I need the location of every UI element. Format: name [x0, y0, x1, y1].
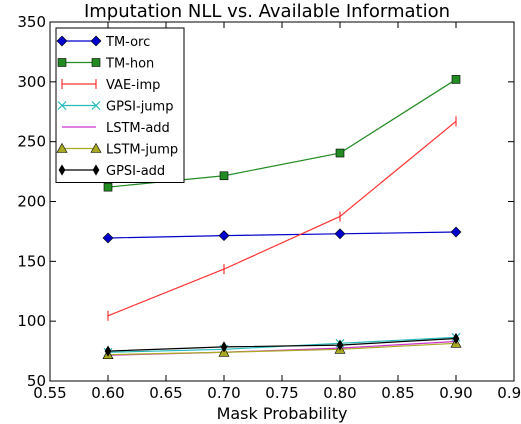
legend-marker [90, 35, 102, 47]
series-line-vae-imp [107, 120, 457, 317]
legend-marker [57, 58, 67, 67]
data-point-gpsi-add [220, 341, 228, 353]
x-tick-label: 0.80 [323, 384, 356, 402]
data-point-tm-hon [335, 148, 345, 158]
data-point-tm-orc [102, 232, 114, 244]
legend-label: VAE-imp [106, 78, 160, 93]
data-point-gpsi-add [336, 339, 344, 351]
data-point-tm-orc [334, 228, 346, 240]
legend-item-tm-orc: TM-orc [56, 35, 150, 50]
y-tick-label: 50 [27, 372, 46, 390]
axis-ticks: 0.55 0.60 0.65 0.70 0.75 0.80 0.85 0.90 0.95 50 10… [17, 13, 521, 402]
legend-label: TM-orc [105, 35, 150, 50]
x-tick-label: 0.85 [381, 384, 414, 402]
y-tick-label: 250 [17, 133, 46, 151]
x-tick-label: 0.70 [207, 384, 240, 402]
legend-item-gpsi-add: GPSI-add [58, 164, 165, 179]
legend-marker [58, 164, 66, 176]
series-line-lstm-jump [107, 342, 457, 356]
legend-item-lstm-add: LSTM-add [62, 121, 170, 136]
y-tick-label: 350 [17, 13, 46, 31]
x-tick-label: 0.65 [149, 384, 182, 402]
y-tick-label: 100 [17, 312, 46, 330]
x-tick-label: 0.95 [497, 384, 521, 402]
y-tick-label: 300 [17, 73, 46, 91]
data-point-gpsi-add [452, 332, 460, 345]
legend-label: GPSI-add [106, 164, 165, 179]
legend-item-vae-imp: VAE-imp [61, 78, 160, 93]
data-point-tm-hon [451, 75, 461, 84]
legend-label: LSTM-add [106, 121, 170, 136]
y-tick-label: 150 [17, 252, 46, 270]
x-tick-label: 0.60 [91, 384, 124, 402]
data-point-tm-hon [219, 171, 229, 181]
legend-marker [57, 101, 67, 110]
x-axis-label: Mask Probability [217, 404, 348, 423]
data-point-tm-orc [218, 230, 230, 242]
legend-marker [91, 58, 101, 67]
series-vae-imp [107, 116, 457, 321]
legend-item-lstm-jump: LSTM-jump [56, 142, 178, 158]
legend-marker [91, 101, 101, 110]
legend-item-gpsi-jump: GPSI-jump [57, 100, 173, 115]
legend-marker [56, 142, 68, 153]
data-point-tm-hon [103, 182, 113, 192]
data-point-tm-orc [450, 226, 462, 238]
series-layer [102, 75, 462, 359]
x-tick-label: 0.90 [439, 384, 472, 402]
series-line-gpsi-add [107, 337, 457, 352]
legend: TM-orc TM-hon VAE-imp GPSI-jump LSTM-add LSTM… [55, 27, 185, 183]
legend-marker [90, 142, 102, 153]
series-line-tm-orc [107, 231, 457, 239]
series-gpsi-add [104, 332, 460, 357]
x-tick-label: 0.55 [33, 384, 66, 402]
legend-marker [92, 164, 100, 176]
legend-marker [56, 35, 68, 47]
y-tick-label: 200 [17, 193, 46, 211]
legend-label: LSTM-jump [106, 143, 178, 158]
legend-label: TM-hon [105, 57, 154, 72]
series-tm-orc [102, 226, 462, 244]
data-point-gpsi-add [104, 345, 112, 357]
legend-item-tm-hon: TM-hon [57, 57, 154, 72]
chart-title: Imputation NLL vs. Available Information [84, 1, 450, 22]
x-tick-label: 0.75 [265, 384, 298, 402]
legend-label: GPSI-jump [106, 100, 173, 115]
